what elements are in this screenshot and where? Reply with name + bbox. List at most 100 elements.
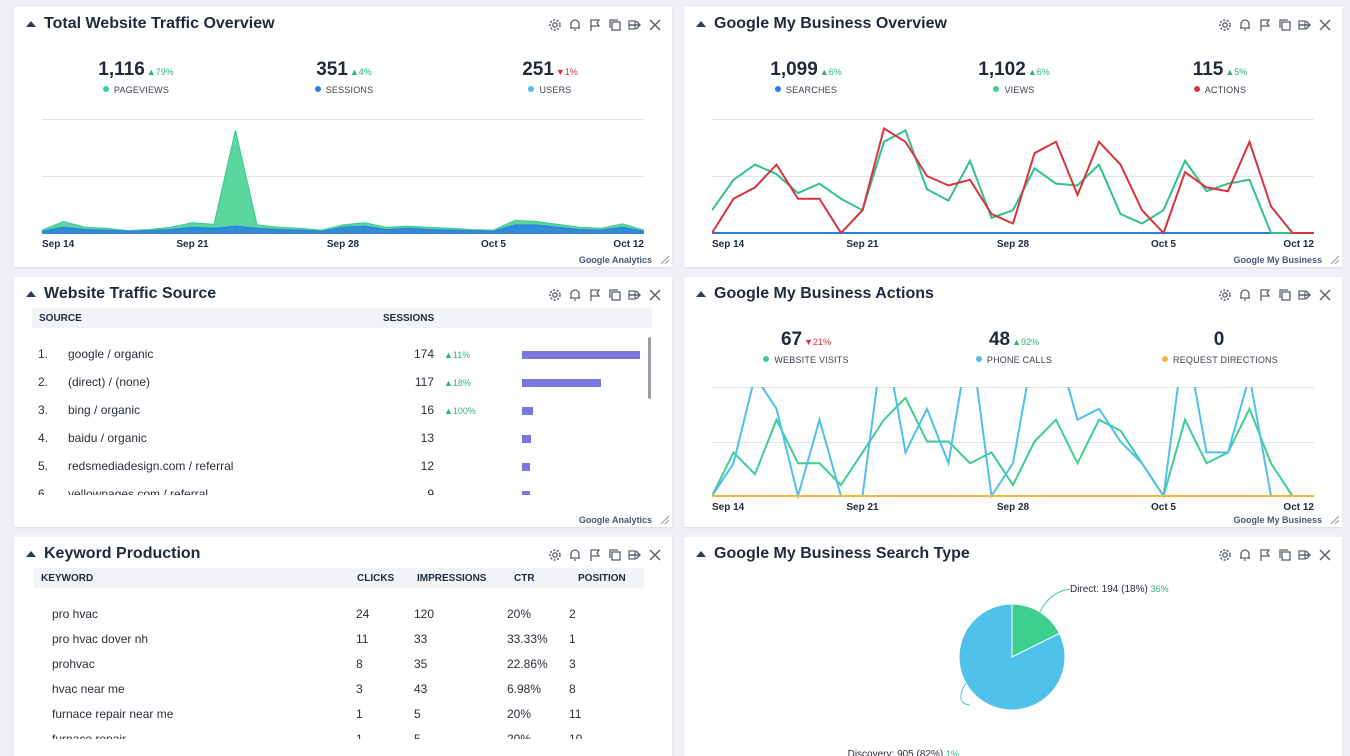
bell-icon[interactable] <box>568 18 582 32</box>
gear-icon[interactable] <box>1218 288 1232 302</box>
gear-icon[interactable] <box>548 288 562 302</box>
close-icon[interactable] <box>1318 288 1332 302</box>
stat-value: 1,099 <box>770 59 818 80</box>
resize-handle-icon[interactable] <box>660 255 669 264</box>
collapse-icon[interactable] <box>26 21 36 27</box>
copy-icon[interactable] <box>608 18 622 32</box>
bell-icon[interactable] <box>568 548 582 562</box>
stat-value: 67 <box>780 329 803 350</box>
bell-icon[interactable] <box>568 288 582 302</box>
column-header-keyword[interactable]: KEYWORD <box>41 573 94 584</box>
collapse-icon[interactable] <box>26 291 36 297</box>
copy-icon[interactable] <box>1278 18 1292 32</box>
move-icon[interactable] <box>628 288 642 302</box>
column-header-ctr[interactable]: CTR <box>514 573 535 584</box>
stat-value: 48 <box>988 329 1011 350</box>
gear-icon[interactable] <box>548 18 562 32</box>
table-row[interactable]: pro hvac 24 120 20% 2 <box>14 607 672 635</box>
legend-dot-icon <box>1162 356 1169 362</box>
flag-icon[interactable] <box>588 288 602 302</box>
panel-header: Google My Business Actions <box>684 277 1342 313</box>
copy-icon[interactable] <box>1278 548 1292 562</box>
stat-delta: ▲6% <box>1027 67 1050 77</box>
column-header-source[interactable]: SOURCE <box>39 313 82 324</box>
column-header-impressions[interactable]: IMPRESSIONS <box>417 573 487 584</box>
copy-icon[interactable] <box>1278 288 1292 302</box>
cell-impressions: 33 <box>414 632 428 646</box>
move-icon[interactable] <box>628 548 642 562</box>
gear-icon[interactable] <box>1218 548 1232 562</box>
panel-title: Website Traffic Source <box>44 285 217 302</box>
table-row[interactable]: furnace repair 1 5 20% 10 <box>14 732 672 739</box>
table-row[interactable]: pro hvac dover nh 11 33 33.33% 1 <box>14 632 672 660</box>
collapse-icon[interactable] <box>696 551 706 557</box>
x-tick-label: Sep 21 <box>176 239 209 249</box>
copy-icon[interactable] <box>608 288 622 302</box>
bell-icon[interactable] <box>1238 18 1252 32</box>
stats-row: 67 ▼21% WEBSITE VISITS 48 ▲92% PHONE CALLS… <box>684 329 1342 369</box>
stat-delta: ▼1% <box>555 67 578 77</box>
series-area-pageviews <box>42 130 644 234</box>
close-icon[interactable] <box>1318 18 1332 32</box>
table-row[interactable]: furnace repair near me 1 5 20% 11 <box>14 707 672 735</box>
resize-handle-icon[interactable] <box>1330 255 1339 264</box>
column-header-sessions[interactable]: SESSIONS <box>383 313 435 324</box>
resize-handle-icon[interactable] <box>1330 515 1339 524</box>
collapse-icon[interactable] <box>26 551 36 557</box>
table-row[interactable]: prohvac 8 35 22.86% 3 <box>14 657 672 685</box>
row-rank: 1. <box>38 347 49 361</box>
flag-icon[interactable] <box>588 18 602 32</box>
resize-handle-icon[interactable] <box>660 515 669 524</box>
table-row[interactable]: 1. google / organic 174 ▲11% <box>14 347 672 375</box>
row-source: bing / organic <box>68 403 141 417</box>
table-row[interactable]: hvac near me 3 43 6.98% 8 <box>14 682 672 710</box>
sessions-bar <box>522 351 640 359</box>
stat-value: 1,116 <box>98 59 145 80</box>
pie-leader-line <box>960 682 971 706</box>
panel-toolbar <box>548 548 662 562</box>
move-icon[interactable] <box>1298 548 1312 562</box>
panel-title: Google My Business Overview <box>714 15 947 32</box>
copy-icon[interactable] <box>608 548 622 562</box>
move-icon[interactable] <box>1298 288 1312 302</box>
panel-toolbar <box>1218 18 1332 32</box>
table-row[interactable]: 5. redsmediadesign.com / referral 12 <box>14 459 672 487</box>
bell-icon[interactable] <box>1238 288 1252 302</box>
row-rank: 6. <box>38 487 49 495</box>
gear-icon[interactable] <box>1218 18 1232 32</box>
stat-value: 1,102 <box>978 59 1026 80</box>
cell-impressions: 5 <box>414 732 421 739</box>
cell-clicks: 1 <box>356 732 363 739</box>
stat-users: 251 ▼1% USERS <box>470 59 630 95</box>
legend-dot-icon <box>528 86 535 92</box>
close-icon[interactable] <box>648 18 662 32</box>
table-row[interactable]: 3. bing / organic 16 ▲100% <box>14 403 672 431</box>
collapse-icon[interactable] <box>696 21 706 27</box>
table-row[interactable]: 4. baidu / organic 13 <box>14 431 672 459</box>
column-header-clicks[interactable]: CLICKS <box>357 573 395 584</box>
table-row[interactable]: 2. (direct) / (none) 117 ▲18% <box>14 375 672 403</box>
gear-icon[interactable] <box>548 548 562 562</box>
scrollbar[interactable] <box>648 337 651 399</box>
flag-icon[interactable] <box>1258 18 1272 32</box>
stat-value: 351 <box>316 59 348 80</box>
move-icon[interactable] <box>1298 18 1312 32</box>
panel-title: Keyword Production <box>44 545 201 562</box>
table-row[interactable]: 6. yellowpages.com / referral 9 <box>14 487 672 495</box>
flag-icon[interactable] <box>1258 548 1272 562</box>
bell-icon[interactable] <box>1238 548 1252 562</box>
move-icon[interactable] <box>628 18 642 32</box>
stat-actions: 115 ▲5% ACTIONS <box>1140 59 1300 95</box>
row-rank: 2. <box>38 375 49 389</box>
cell-position: 2 <box>569 607 576 621</box>
flag-icon[interactable] <box>1258 288 1272 302</box>
column-header-position[interactable]: POSITION <box>578 573 626 584</box>
row-sessions: 12 <box>420 459 434 473</box>
flag-icon[interactable] <box>588 548 602 562</box>
x-tick-label: Oct 5 <box>481 239 506 249</box>
close-icon[interactable] <box>1318 548 1332 562</box>
collapse-icon[interactable] <box>696 291 706 297</box>
close-icon[interactable] <box>648 548 662 562</box>
cell-ctr: 6.98% <box>507 682 542 696</box>
close-icon[interactable] <box>648 288 662 302</box>
